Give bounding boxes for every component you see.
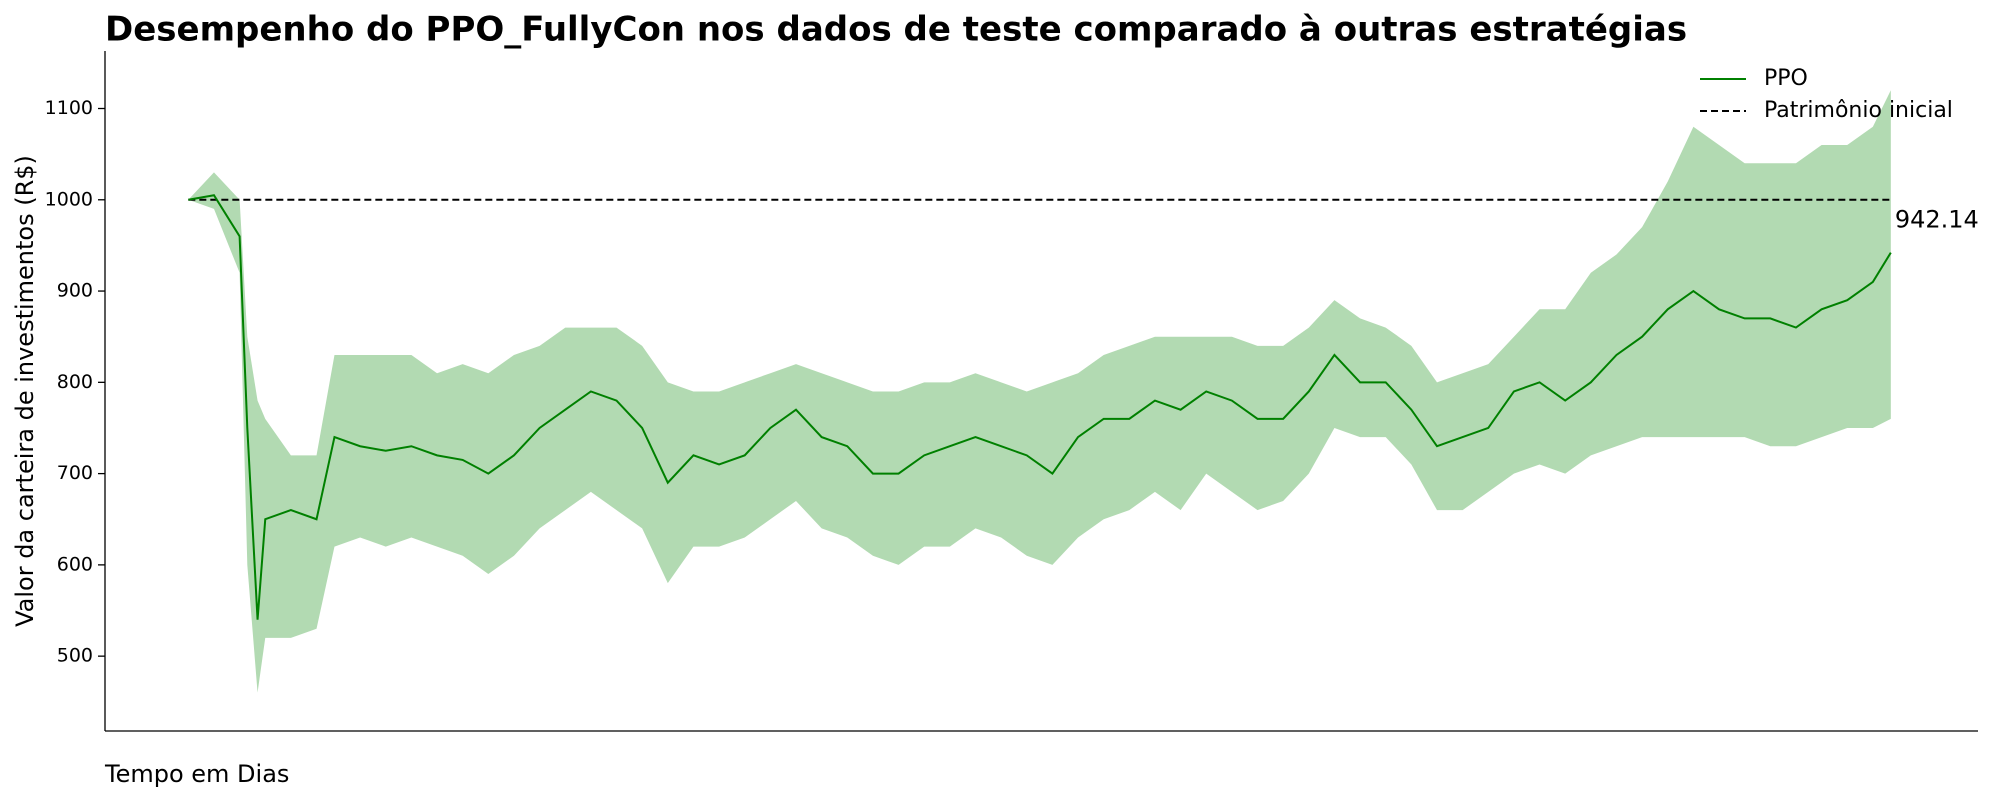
chart-title: Desempenho do PPO_FullyCon nos dados de … <box>105 10 1687 50</box>
y-tick-label: 1000 <box>45 188 93 210</box>
legend-label: PPO <box>1764 66 1808 91</box>
y-tick-label: 900 <box>57 280 93 302</box>
y-tick-label: 700 <box>57 462 93 484</box>
x-axis-label: Tempo em Dias <box>104 760 289 788</box>
series-line <box>188 194 1892 620</box>
end-value-label: 942.14 <box>1895 206 1979 234</box>
legend-label: Patrimônio inicial <box>1764 98 1953 123</box>
y-tick-label: 1100 <box>45 97 93 119</box>
y-tick-label: 800 <box>57 371 93 393</box>
y-axis-label: Valor da carteira de investimentos (R$) <box>11 155 39 627</box>
y-tick-label: 500 <box>57 645 93 667</box>
confidence-band <box>188 90 1891 693</box>
y-tick-label: 600 <box>57 553 93 575</box>
